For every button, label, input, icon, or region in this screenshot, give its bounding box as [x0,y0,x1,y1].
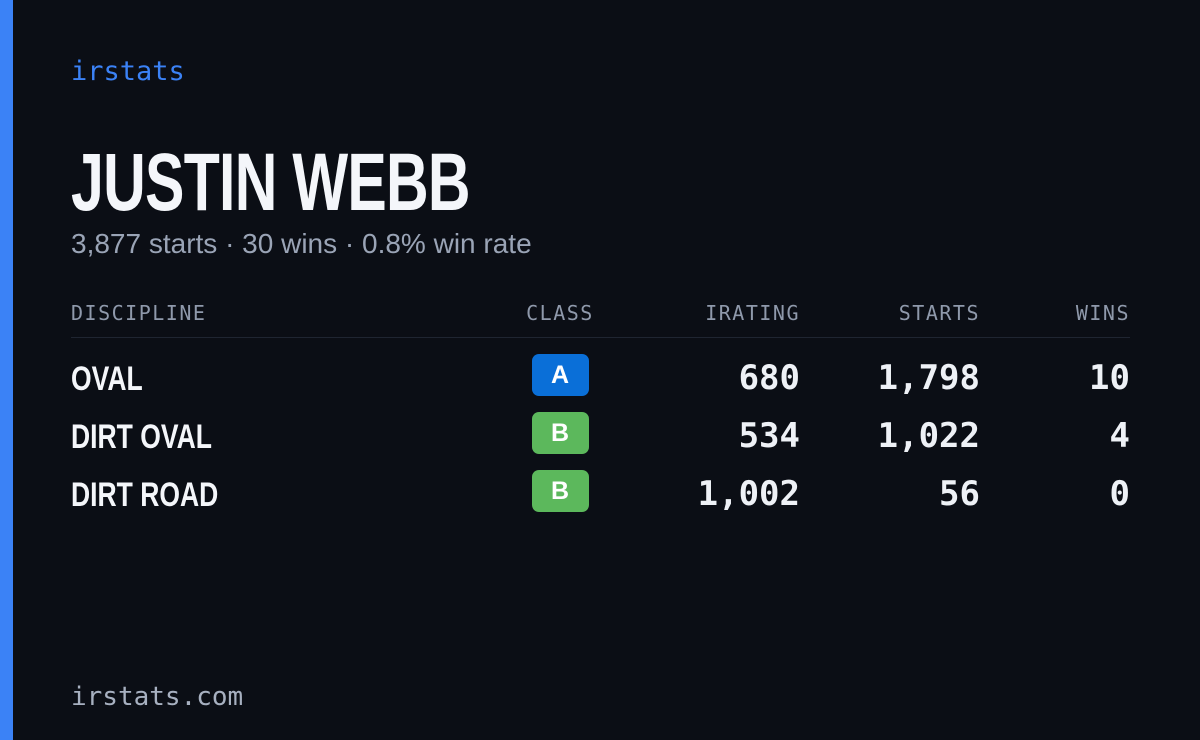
class-badge: A [531,354,589,396]
wins: 10 [1089,358,1130,398]
discipline: DIRT ROAD [71,476,219,514]
driver-summary: 3,877 starts · 30 wins · 0.8% win rate [71,228,532,259]
irating: 680 [738,358,800,398]
brand: irstats [71,56,185,87]
footer: irstats.com [71,682,244,712]
wins: 0 [1109,474,1130,514]
starts: 1,798 [877,358,980,398]
column-header: CLASS [526,301,594,325]
starts: 1,022 [877,416,980,456]
discipline: DIRT OVAL [71,418,212,456]
accent-bar [0,0,13,740]
header-rule [71,337,1130,338]
class-badge: B [531,470,589,512]
irating: 534 [738,416,800,456]
column-header: STARTS [898,301,980,325]
column-header: IRATING [705,301,800,325]
starts: 56 [939,474,980,514]
column-header: DISCIPLINE [71,301,207,325]
column-header: WINS [1075,301,1130,325]
discipline: OVAL [71,360,143,398]
wins: 4 [1109,416,1130,456]
class-badge: B [531,412,589,454]
driver-name: JUSTIN WEBB [71,137,471,228]
irating: 1,002 [697,474,800,514]
